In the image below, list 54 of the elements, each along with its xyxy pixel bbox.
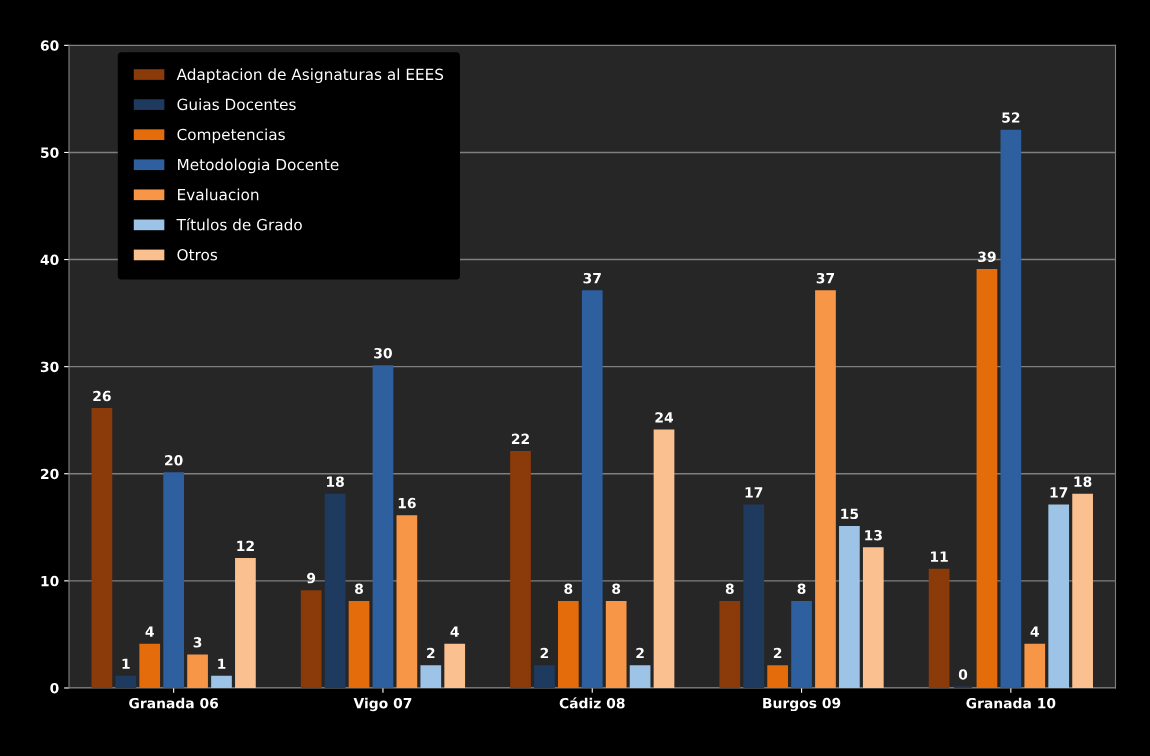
y-tick-label: 60 (40, 40, 59, 51)
data-label: 4 (1030, 626, 1039, 637)
data-label: 12 (237, 540, 254, 551)
data-label: 9 (307, 572, 316, 584)
x-tick-label: Granada 06 (129, 697, 219, 709)
data-label: 39 (978, 251, 996, 263)
data-label: 17 (1050, 487, 1068, 498)
data-label: 8 (725, 583, 734, 595)
legend-label: Títulos de Grado (176, 217, 302, 231)
data-label: 26 (93, 390, 111, 402)
x-tick-label: Cádiz 08 (559, 697, 625, 709)
y-tick-label: 20 (41, 468, 59, 480)
y-tick-label: 50 (41, 147, 59, 158)
legend-label: Otros (177, 248, 218, 261)
data-label: 2 (540, 647, 549, 659)
data-label: 18 (327, 476, 344, 487)
data-label: 24 (655, 412, 674, 423)
y-tick-label: 0 (50, 682, 59, 694)
y-tick-label: 40 (40, 254, 59, 266)
data-label: 4 (450, 626, 459, 637)
data-label: 22 (511, 433, 529, 444)
legend-label: Competencias (177, 128, 285, 144)
data-label: 37 (816, 272, 835, 284)
y-tick-label: 10 (41, 575, 59, 587)
data-label: 17 (745, 487, 763, 498)
data-label: 8 (355, 583, 363, 595)
legend-label: Evaluacion (178, 188, 259, 201)
legend-label: Adaptacion de Asignaturas al EEES (176, 68, 444, 84)
x-tick-label: Vigo 07 (353, 697, 412, 712)
data-label: 8 (612, 583, 621, 595)
data-label: 15 (841, 508, 859, 520)
data-label: 30 (374, 347, 392, 359)
data-label: 11 (930, 551, 948, 562)
data-label: 1 (218, 658, 226, 669)
data-label: 16 (398, 497, 416, 509)
data-label: 13 (865, 529, 882, 541)
data-label: 2 (427, 647, 435, 659)
data-label: 0 (958, 669, 968, 680)
data-label: 4 (145, 626, 154, 637)
legend-label: Metodologia Docente (178, 158, 339, 174)
data-label: 37 (583, 272, 601, 284)
data-label: 52 (1002, 112, 1020, 123)
legend-label: Guias Docentes (177, 98, 296, 111)
data-label: 2 (773, 647, 782, 659)
data-label: 20 (165, 455, 183, 466)
data-label: 18 (1074, 476, 1092, 487)
data-label: 8 (797, 583, 806, 595)
data-label: 8 (564, 583, 573, 595)
x-tick-label: Granada 10 (966, 697, 1056, 709)
data-label: 1 (122, 658, 130, 669)
data-label: 2 (636, 647, 644, 659)
x-tick-label: Burgos 09 (763, 697, 841, 712)
y-tick-label: 30 (40, 361, 59, 373)
data-label: 3 (193, 637, 202, 648)
